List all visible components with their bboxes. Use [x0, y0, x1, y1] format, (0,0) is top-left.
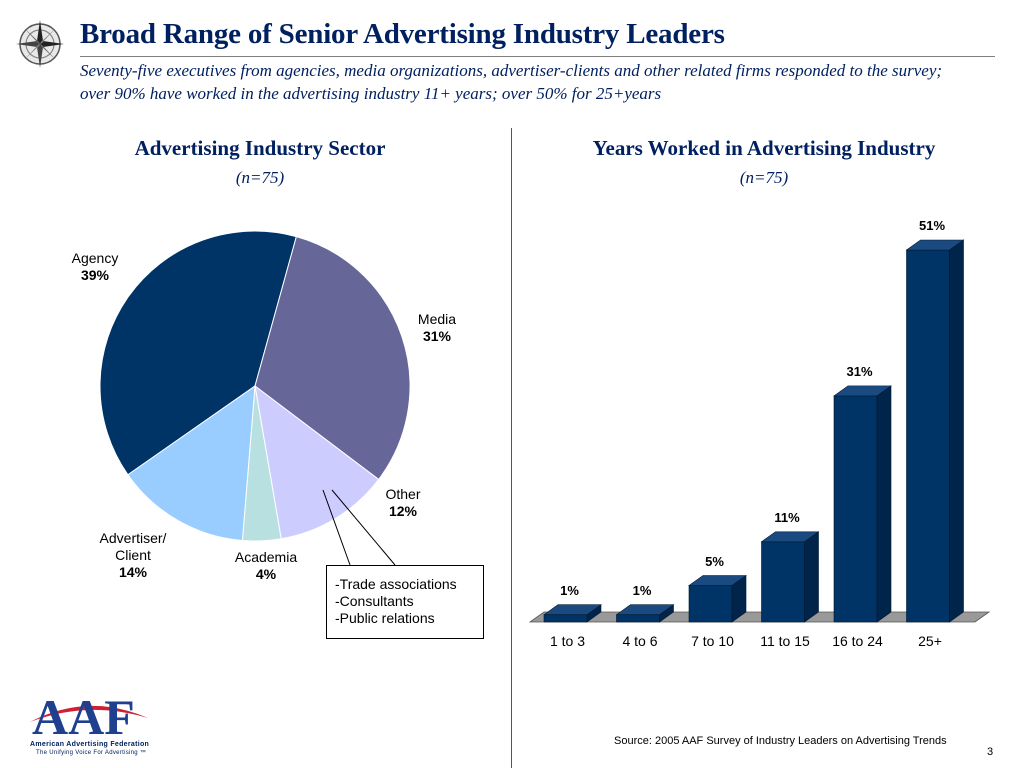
aaf-logo-caption-line2: The Unifying Voice For Advertising ™ — [36, 750, 147, 756]
pie-slice-other — [254, 384, 380, 540]
pie-label-academia-name: Academia — [234, 549, 298, 565]
pie-label-agency-name: Agency — [71, 250, 119, 266]
pie-label-media-value: 31% — [422, 328, 452, 344]
pie-slice-advertiser-client — [127, 384, 256, 542]
pie-label-other-name: Other — [385, 486, 421, 502]
pie-label-other-value: 12% — [388, 503, 418, 519]
bar-x-tick-label: 4 to 6 — [622, 633, 658, 649]
pie-label-advertiser: Advertiser/ Client 14% — [86, 530, 180, 581]
compass-emblem-icon — [16, 20, 64, 68]
other-note-box: -Trade associations -Consultants -Public… — [326, 565, 484, 639]
bar-data-label: 31% — [846, 363, 873, 379]
bar-data-label: 51% — [918, 218, 946, 233]
pie-label-agency: Agency 39% — [62, 250, 128, 284]
aaf-logo-icon: AAF — [30, 689, 148, 738]
pie-label-advertiser-name-2: Client — [115, 547, 151, 563]
bar-1 — [543, 604, 602, 623]
chart-divider — [511, 128, 512, 768]
bar-2 — [615, 604, 675, 623]
pie-label-advertiser-name-1: Advertiser/ — [99, 530, 167, 546]
pie-slice-agency — [99, 230, 297, 476]
bar-data-label: 11% — [774, 509, 800, 525]
pie-label-advertiser-value: 14% — [118, 564, 148, 580]
bar-5 — [833, 385, 892, 623]
bar-chart-n: (n=75) — [739, 168, 789, 187]
bar-data-label: 1% — [560, 582, 579, 598]
aaf-logo-caption: American Advertising Federation The Unif… — [30, 740, 149, 758]
bar-chart — [528, 239, 991, 623]
bar-4 — [760, 531, 820, 623]
pie-label-academia: Academia 4% — [226, 549, 306, 583]
subtitle-line-2: over 90% have worked in the advertising … — [80, 84, 662, 103]
pie-chart-title: Advertising Industry Sector — [134, 136, 386, 160]
bar-chart-title: Years Worked in Advertising Industry — [592, 136, 936, 160]
pie-chart — [99, 230, 411, 542]
source-note: Source: 2005 AAF Survey of Industry Lead… — [614, 735, 947, 747]
pie-chart-n: (n=75) — [235, 168, 285, 187]
page-title: Broad Range of Senior Advertising Indust… — [80, 18, 725, 50]
other-note-item: -Public relations — [335, 610, 435, 626]
pie-label-other: Other 12% — [370, 486, 436, 520]
other-note-item: -Consultants — [335, 593, 414, 609]
bar-3 — [688, 574, 747, 623]
title-divider — [80, 56, 995, 57]
other-callout-lines — [322, 489, 396, 566]
bar-x-tick-label: 7 to 10 — [691, 633, 734, 649]
aaf-logo-caption-line1: American Advertising Federation — [30, 741, 150, 748]
pie-label-agency-value: 39% — [80, 267, 110, 283]
bar-6 — [905, 239, 965, 623]
bar-x-tick-label: 1 to 3 — [549, 633, 586, 649]
bar-data-label: 1% — [632, 582, 652, 598]
pie-label-media-name: Media — [417, 311, 457, 327]
pie-label-academia-value: 4% — [255, 566, 277, 582]
aaf-logo-text: AAF — [32, 689, 135, 738]
bar-x-tick-label: 16 to 24 — [832, 633, 883, 649]
page-number: 3 — [987, 746, 994, 758]
pie-slice-media — [254, 236, 411, 481]
pie-label-media: Media 31% — [404, 311, 470, 345]
other-note-item: -Trade associations — [335, 576, 457, 592]
subtitle-line-1: Seventy-five executives from agencies, m… — [80, 61, 943, 80]
bar-x-tick-label: 25+ — [918, 633, 942, 649]
bar-data-label: 5% — [705, 553, 724, 569]
bar-x-tick-label: 11 to 15 — [760, 633, 810, 649]
